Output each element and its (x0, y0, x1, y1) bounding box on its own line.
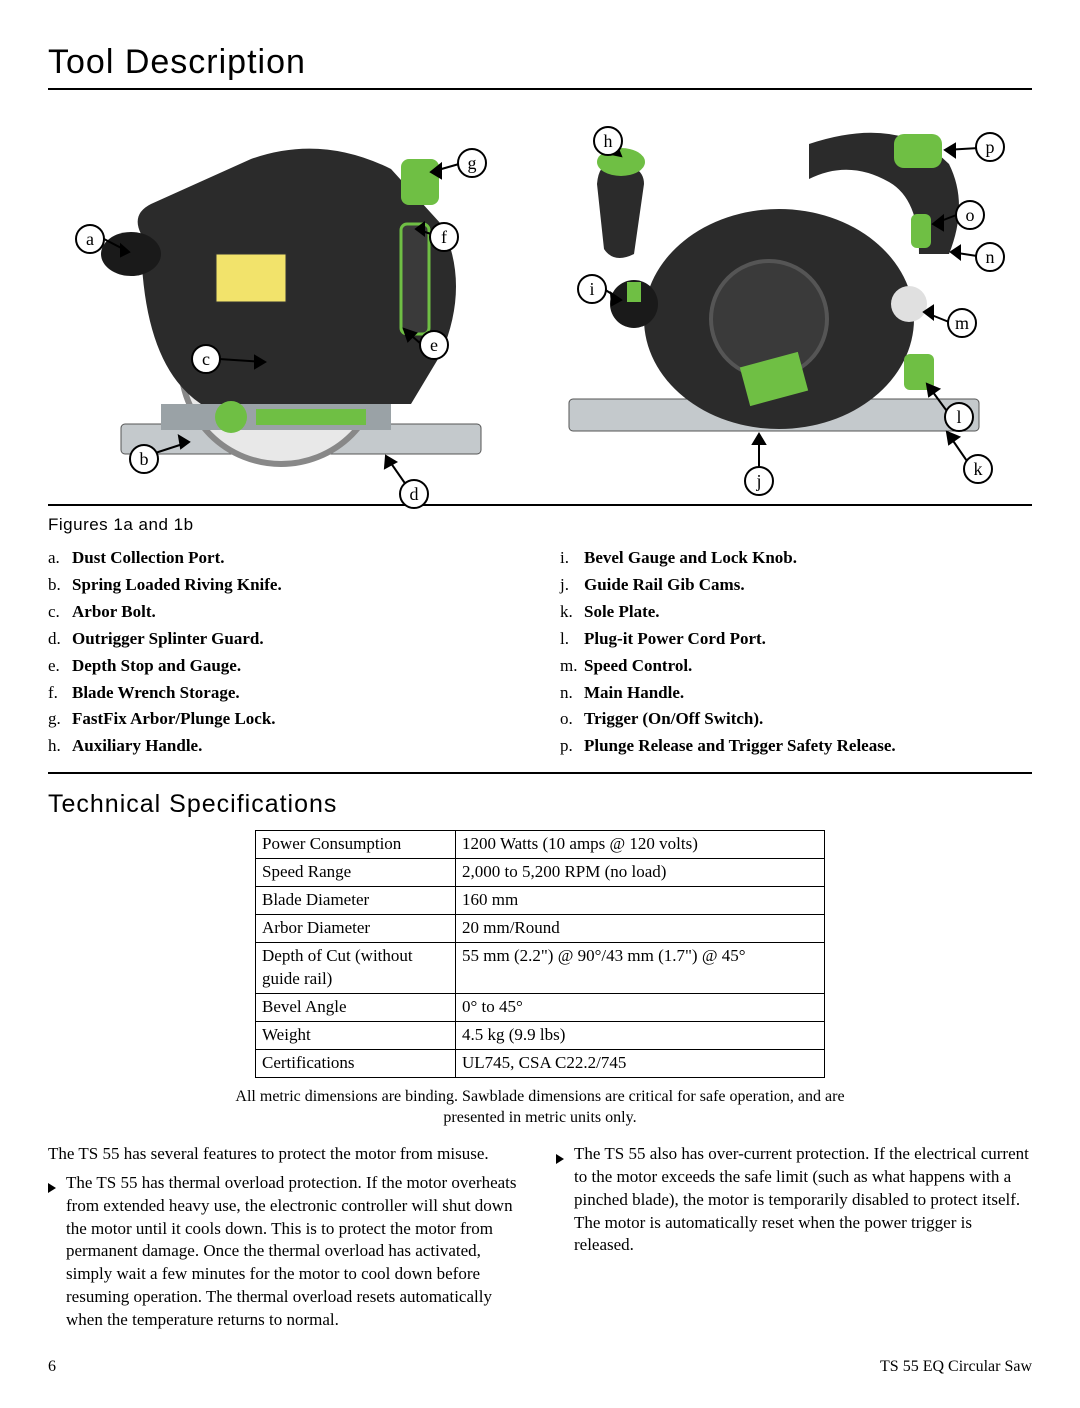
section-title-tool-description: Tool Description (48, 40, 1032, 90)
parts-item: p.Plunge Release and Trigger Safety Rele… (560, 735, 1032, 758)
callout-j: j (744, 466, 774, 496)
callout-k: k (963, 454, 993, 484)
parts-item: a.Dust Collection Port. (48, 547, 520, 570)
callout-f: f (429, 222, 459, 252)
callout-e: e (419, 330, 449, 360)
table-row: Weight4.5 kg (9.9 lbs) (256, 1021, 825, 1049)
callout-p: p (975, 132, 1005, 162)
parts-item: h.Auxiliary Handle. (48, 735, 520, 758)
section-title-tech-spec: Technical Specifications (48, 788, 1032, 822)
table-row: Arbor Diameter20 mm/Round (256, 914, 825, 942)
parts-item: i.Bevel Gauge and Lock Knob. (560, 547, 1032, 570)
bullet-item: The TS 55 also has over-current protecti… (556, 1143, 1032, 1258)
callout-c: c (191, 344, 221, 374)
parts-item: j.Guide Rail Gib Cams. (560, 574, 1032, 597)
callout-o: o (955, 200, 985, 230)
spec-table: Power Consumption1200 Watts (10 amps @ 1… (255, 830, 825, 1077)
tool-illustration-right (549, 104, 1009, 494)
product-name: TS 55 EQ Circular Saw (880, 1356, 1032, 1378)
intro-paragraph: The TS 55 has several features to protec… (48, 1143, 524, 1166)
parts-item: k.Sole Plate. (560, 601, 1032, 624)
bullet-item: The TS 55 has thermal overload protectio… (48, 1172, 524, 1333)
body-text: The TS 55 has several features to protec… (48, 1143, 1032, 1333)
callout-g: g (457, 148, 487, 178)
parts-item: f.Blade Wrench Storage. (48, 682, 520, 705)
table-row: Blade Diameter160 mm (256, 886, 825, 914)
figure-1b: h i j k l m n o p (549, 104, 1009, 494)
parts-item: n.Main Handle. (560, 682, 1032, 705)
table-row: Bevel Angle0° to 45° (256, 993, 825, 1021)
parts-item: o.Trigger (On/Off Switch). (560, 708, 1032, 731)
parts-item: l.Plug-it Power Cord Port. (560, 628, 1032, 651)
callout-a: a (75, 224, 105, 254)
figure-caption: Figures 1a and 1b (48, 514, 1032, 537)
callout-m: m (947, 308, 977, 338)
parts-list: a.Dust Collection Port. b.Spring Loaded R… (48, 543, 1032, 763)
callout-b: b (129, 444, 159, 474)
callout-l: l (944, 402, 974, 432)
callout-n: n (975, 242, 1005, 272)
table-row: Power Consumption1200 Watts (10 amps @ 1… (256, 831, 825, 859)
table-row: Depth of Cut (without guide rail)55 mm (… (256, 942, 825, 993)
callout-h: h (593, 126, 623, 156)
page-number: 6 (48, 1356, 56, 1378)
figure-area: a b c d e f g (48, 96, 1032, 504)
parts-item: g.FastFix Arbor/Plunge Lock. (48, 708, 520, 731)
rule-below-parts (48, 772, 1032, 774)
parts-item: e.Depth Stop and Gauge. (48, 655, 520, 678)
parts-item: c.Arbor Bolt. (48, 601, 520, 624)
page-footer: 6 TS 55 EQ Circular Saw (48, 1356, 1032, 1378)
figure-1a: a b c d e f g (71, 104, 531, 494)
parts-item: b.Spring Loaded Riving Knife. (48, 574, 520, 597)
table-row: Speed Range2,000 to 5,200 RPM (no load) (256, 859, 825, 887)
parts-item: m.Speed Control. (560, 655, 1032, 678)
rule-above-caption (48, 504, 1032, 506)
callout-d: d (399, 479, 429, 509)
parts-item: d.Outrigger Splinter Guard. (48, 628, 520, 651)
callout-i: i (577, 274, 607, 304)
table-row: CertificationsUL745, CSA C22.2/745 (256, 1049, 825, 1077)
metric-note: All metric dimensions are binding. Sawbl… (220, 1086, 860, 1129)
